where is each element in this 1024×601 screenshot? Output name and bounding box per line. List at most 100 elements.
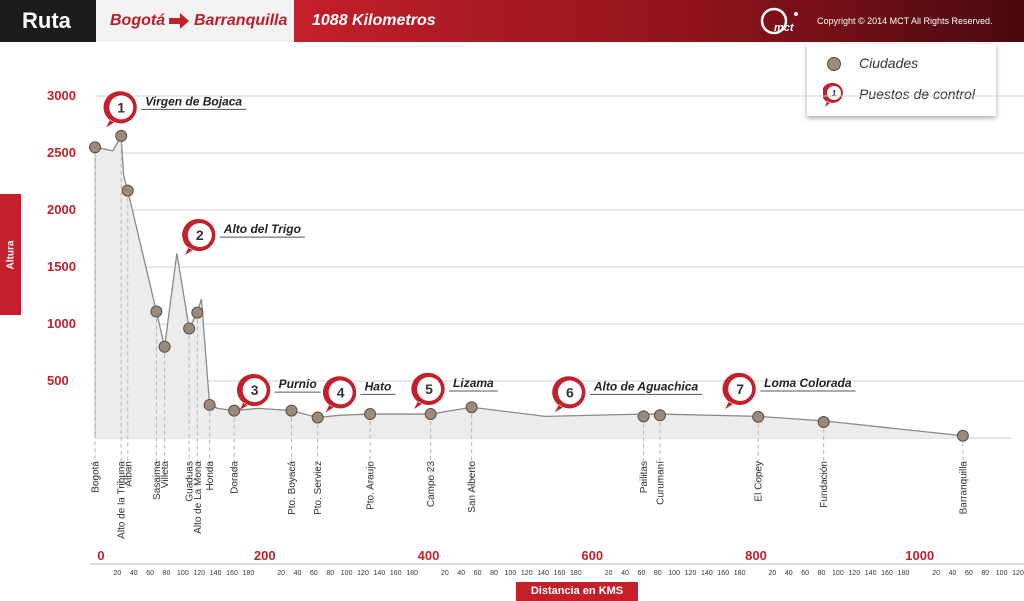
x-minor-tick-label: 120 [685, 570, 697, 577]
city-markers [89, 129, 969, 442]
city-label: Fundación [819, 461, 830, 508]
copyright-text: Copyright © 2014 MCT All Rights Reserved… [817, 16, 993, 26]
checkpoint-marker: 1 [103, 91, 137, 128]
x-minor-tick-label: 40 [457, 570, 465, 577]
x-minor-tick-label: 40 [294, 570, 302, 577]
x-minor-tick-label: 100 [177, 570, 189, 577]
route-distance: 1088 Kilometros [312, 12, 436, 29]
x-minor-tick-label: 20 [113, 570, 121, 577]
route-origin: Bogotá [110, 12, 166, 29]
city-label: Sasaima [152, 461, 163, 500]
city-dot [183, 322, 196, 335]
x-major-tick-400: 400 [418, 548, 440, 563]
x-minor-tick-label: 140 [865, 570, 877, 577]
city-dot [364, 408, 377, 421]
y-tick-1000: 1000 [47, 316, 76, 331]
checkpoint-marker: 2 [182, 218, 216, 256]
x-major-tick-600: 600 [581, 548, 603, 563]
city-dot [424, 408, 437, 421]
checkpoint-markers: 1 Virgen de Bojaca 2 Alto del Trigo 3 Purnio 4… [103, 91, 856, 413]
checkpoint-inner [557, 380, 582, 405]
x-major-tick-800: 800 [745, 548, 767, 563]
city-label: Barranquilla [958, 461, 969, 515]
checkpoint-label: Lizama [453, 376, 494, 390]
x-axis-label: Distancia en KMS [516, 582, 638, 601]
x-minor-tick-label: 40 [621, 570, 629, 577]
x-minor-tick-label: 180 [570, 570, 582, 577]
city-label: Pailitas [639, 461, 650, 493]
x-minor-tick-label: 80 [163, 570, 171, 577]
checkpoint-number: 6 [566, 384, 574, 400]
city-dot [465, 401, 478, 414]
x-minor-tick-label: 20 [277, 570, 285, 577]
x-minor-tick-label: 20 [768, 570, 776, 577]
x-axis: 0 200 400 600 800 1000 20 40 60 80 100 120 140 160 180… [90, 548, 1024, 577]
x-minor-tick-label: 180 [734, 570, 746, 577]
profile-fill [95, 135, 963, 438]
svg-text:mct: mct [774, 22, 795, 34]
checkpoint-inner [109, 95, 134, 120]
city-label: Dorada [230, 461, 241, 494]
city-dot [203, 398, 216, 411]
x-minor-tick-label: 60 [146, 570, 154, 577]
city-dot-icon [827, 57, 841, 71]
city-dot [311, 411, 324, 424]
x-minor-tick-label: 120 [357, 570, 369, 577]
x-minor-tick-label: 40 [785, 570, 793, 577]
x-minor-tick-label: 80 [818, 570, 826, 577]
x-minor-tick-label: 160 [226, 570, 238, 577]
x-minor-tick-label: 120 [521, 570, 533, 577]
checkpoint-inner [187, 223, 212, 248]
checkpoint-marker: 6 [552, 376, 586, 413]
checkpoint-inner [728, 376, 753, 401]
checkpoint-marker: 4 [322, 376, 357, 413]
y-tick-500: 500 [47, 373, 69, 388]
legend-checkpoints: Puestos de control [859, 86, 975, 102]
checkpoint-label: Alto del Trigo [223, 222, 301, 236]
header-banner: 1088 Kilometros mct Copyright © 2014 MCT… [294, 0, 1024, 42]
city-dot [158, 340, 171, 353]
checkpoint-label: Purnio [279, 377, 317, 391]
x-minor-tick-label: 100 [832, 570, 844, 577]
city-label: Curumaní [655, 461, 666, 505]
checkpoint-label: Hato [365, 379, 392, 393]
x-major-tick-200: 200 [254, 548, 276, 563]
x-minor-tick-label: 100 [341, 570, 353, 577]
x-minor-tick-label: 120 [1012, 570, 1024, 577]
checkpoint-number: 5 [425, 381, 433, 397]
checkpoint-number: 4 [337, 384, 345, 400]
x-minor-tick-label: 60 [637, 570, 645, 577]
x-minor-tick-label: 40 [130, 570, 138, 577]
checkpoint-inner [417, 376, 442, 401]
city-dot [150, 305, 163, 318]
y-tick-2000: 2000 [47, 202, 76, 217]
city-dot [637, 410, 650, 423]
checkpoint-number: 1 [117, 99, 125, 115]
y-tick-1500: 1500 [47, 259, 76, 274]
city-dot [653, 409, 666, 422]
chart-legend: Ciudades 1 Puestos de control [807, 44, 996, 116]
city-dot [228, 404, 241, 417]
checkpoint-marker: 7 [722, 372, 756, 409]
y-axis-label-box: Altura [0, 194, 21, 315]
x-minor-tick-label: 160 [881, 570, 893, 577]
x-minor-tick-label: 140 [210, 570, 222, 577]
x-minor-tick-label: 20 [441, 570, 449, 577]
x-minor-tick-label: 100 [996, 570, 1008, 577]
legend-cities: Ciudades [859, 55, 919, 71]
city-label: Alban [123, 461, 134, 487]
x-minor-tick-label: 80 [654, 570, 662, 577]
x-minor-tick-label: 140 [374, 570, 386, 577]
x-minor-tick-label: 80 [326, 570, 334, 577]
header: Ruta Bogotá Barranquilla 1088 Kilometros… [0, 0, 1024, 42]
city-dot [817, 416, 830, 429]
x-minor-tick-label: 120 [193, 570, 205, 577]
x-minor-tick-label: 160 [390, 570, 402, 577]
city-label: El Copey [754, 461, 765, 502]
svg-text:1: 1 [832, 89, 837, 98]
x-minor-tick-label: 120 [848, 570, 860, 577]
city-dot [956, 429, 969, 442]
arrow-right-icon [169, 13, 189, 29]
x-minor-tick-label: 60 [965, 570, 973, 577]
